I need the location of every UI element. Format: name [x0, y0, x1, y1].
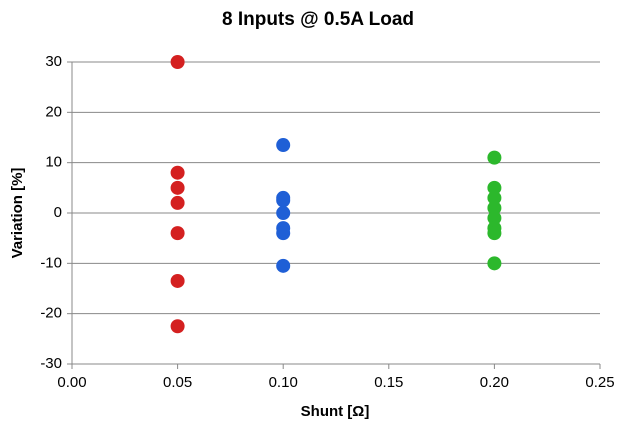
point	[276, 206, 291, 220]
x-tick-label: 0.25	[585, 374, 614, 391]
x-tick-label: 0.15	[374, 374, 403, 391]
point	[487, 200, 502, 215]
point	[170, 180, 185, 195]
x-tick-label: 0.20	[480, 374, 509, 391]
y-tick-label: 10	[45, 154, 62, 171]
chart-title: 8 Inputs @ 0.5A Load	[222, 9, 414, 30]
x-axis-title: Shunt [Ω]	[301, 403, 370, 420]
y-tick-label: -30	[40, 355, 62, 372]
y-tick-label: -10	[40, 254, 62, 271]
y-tick-label: -20	[40, 305, 62, 322]
point	[170, 195, 185, 210]
point	[487, 256, 502, 271]
y-axis-title: Variation [%]	[9, 168, 26, 259]
point	[276, 193, 291, 208]
point	[170, 226, 185, 241]
point	[170, 319, 185, 334]
point	[487, 180, 502, 195]
point	[276, 138, 291, 153]
point	[170, 165, 185, 180]
x-tick-label: 0.10	[269, 374, 298, 391]
y-tick-label: 20	[45, 103, 62, 120]
y-tick-label: 30	[45, 53, 62, 70]
point	[276, 226, 291, 241]
point	[170, 55, 185, 69]
point	[487, 226, 502, 241]
point	[487, 211, 502, 226]
point	[487, 150, 502, 165]
point	[170, 273, 185, 288]
x-tick-label: 0.00	[57, 374, 86, 391]
x-tick-label: 0.05	[163, 374, 192, 391]
y-tick-label: 0	[54, 204, 62, 221]
point	[276, 258, 291, 273]
point	[487, 190, 502, 205]
